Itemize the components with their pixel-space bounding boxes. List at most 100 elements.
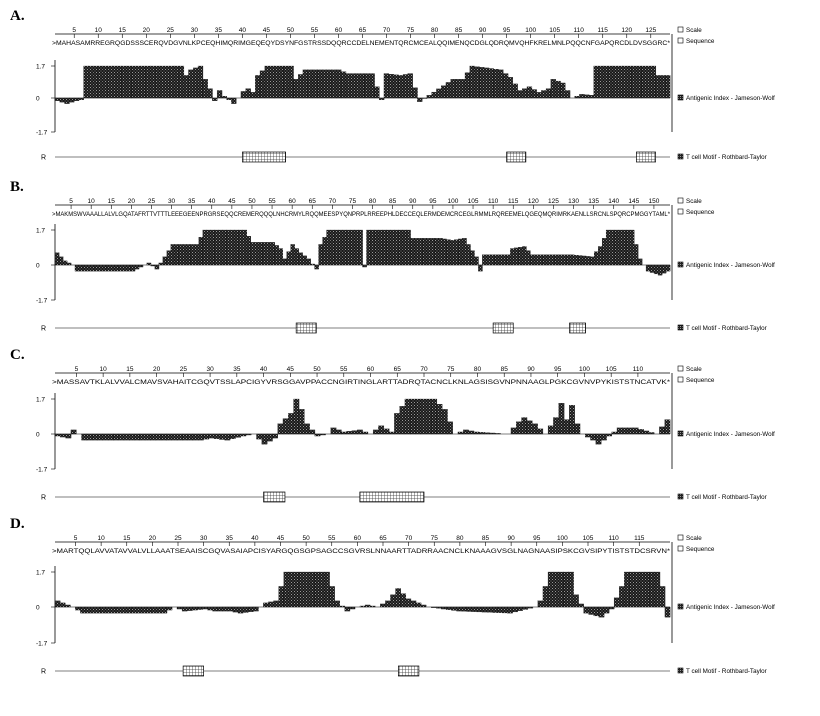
antigenic-bar: [502, 254, 507, 266]
antigenic-bar: [278, 65, 285, 99]
antigenic-bar: [218, 229, 224, 266]
legend-scale-swatch: [677, 365, 684, 372]
antigenic-bar: [431, 91, 437, 99]
x-tick-label: 20: [143, 27, 151, 34]
antigenic-bar: [171, 433, 178, 441]
x-tick-label: 90: [409, 198, 417, 205]
x-tick-label: 5: [69, 198, 73, 205]
antigenic-bar: [468, 430, 475, 435]
antigenic-bar: [59, 602, 66, 608]
antigenic-bar: [253, 606, 259, 612]
antigenic-bar: [488, 68, 494, 99]
antigenic-bar: [310, 263, 315, 266]
x-tick-label: 80: [369, 198, 377, 205]
x-tick-label: 55: [311, 27, 319, 34]
antigenic-bar: [273, 600, 279, 608]
antigenic-bar: [102, 264, 108, 272]
tcell-track-label: R: [41, 326, 46, 333]
antigenic-bar: [293, 79, 299, 99]
antigenic-bar: [526, 86, 533, 99]
antigenic-bar: [436, 606, 442, 609]
legend-sequence-swatch: [677, 37, 684, 44]
panel-label: A.: [10, 8, 25, 24]
x-tick-label: 105: [606, 366, 617, 373]
antigenic-bar: [517, 606, 523, 611]
antigenic-bar: [593, 251, 599, 266]
antigenic-bar: [641, 65, 647, 99]
antigenic-bar: [450, 240, 455, 266]
antigenic-bar: [494, 254, 499, 266]
antigenic-bar: [584, 94, 590, 99]
antigenic-bar: [207, 88, 213, 99]
y-tick-label: 1.7: [36, 397, 45, 404]
antigenic-bar: [288, 571, 295, 608]
antigenic-bar: [629, 229, 635, 266]
antigenic-bar: [564, 90, 571, 99]
y-tick-label: 0: [36, 605, 40, 612]
antigenic-bar: [420, 398, 427, 435]
antigenic-bar: [489, 432, 496, 435]
antigenic-bar: [665, 264, 671, 272]
antigenic-bar: [388, 74, 394, 99]
x-tick-label: 50: [303, 535, 311, 542]
antigenic-bar: [598, 606, 605, 618]
x-tick-label: 40: [251, 535, 259, 542]
antigenic-bar: [178, 65, 185, 99]
y-tick-label: 1.7: [36, 228, 45, 235]
antigenic-bar: [378, 425, 385, 435]
x-tick-label: 100: [579, 366, 590, 373]
x-tick-label: 25: [148, 198, 156, 205]
antigenic-bar: [88, 65, 94, 99]
antigenic-bar: [286, 251, 291, 266]
antigenic-bar: [420, 604, 427, 608]
antigenic-bar: [248, 606, 254, 612]
antigenic-bar: [307, 69, 313, 99]
antigenic-bar: [166, 606, 173, 611]
antigenic-bar: [426, 95, 432, 99]
antigenic-bar: [586, 256, 591, 266]
antigenic-bar: [404, 398, 411, 435]
antigenic-bar: [598, 65, 604, 99]
antigenic-bar: [378, 229, 383, 266]
x-tick-label: 120: [621, 27, 632, 34]
antigenic-bar: [507, 77, 514, 99]
antigenic-bar: [188, 69, 194, 99]
x-tick-label: 110: [574, 27, 585, 34]
antigenic-bar: [160, 433, 167, 441]
x-tick-label: 30: [206, 366, 214, 373]
antigenic-bar: [466, 244, 471, 266]
antigenic-bar: [442, 238, 447, 266]
antigenic-bar: [66, 262, 72, 266]
antigenic-bar: [54, 600, 61, 608]
antigenic-bar: [122, 264, 128, 272]
x-tick-label: 30: [191, 27, 199, 34]
antigenic-bar: [359, 73, 366, 99]
antigenic-bar: [264, 65, 270, 99]
antigenic-bar: [202, 229, 208, 266]
antigenic-bar: [491, 606, 498, 613]
antigenic-bar: [665, 75, 671, 99]
antigenic-bar: [486, 606, 493, 613]
antigenic-bar: [446, 239, 451, 266]
x-tick-label: 20: [153, 366, 161, 373]
antigenic-bar: [400, 593, 407, 608]
antigenic-bar: [78, 264, 84, 272]
tcell-motif-box: [359, 491, 425, 503]
antigenic-bar: [345, 73, 351, 99]
x-tick-label: 45: [287, 366, 295, 373]
antigenic-bar: [116, 65, 123, 99]
antigenic-bar: [344, 606, 351, 612]
antigenic-bar: [312, 69, 318, 99]
antigenic-bar: [113, 433, 119, 441]
x-tick-label: 75: [447, 366, 455, 373]
legend-tcell-label: T cell Motif - Rothbard-Taylor: [686, 154, 767, 161]
antigenic-bar: [497, 606, 503, 613]
antigenic-bar: [121, 65, 127, 99]
antigenic-bar: [554, 254, 559, 266]
antigenic-bar: [112, 65, 118, 99]
antigenic-bar: [224, 433, 231, 441]
antigenic-bar: [329, 586, 335, 608]
antigenic-bar: [250, 92, 256, 99]
legend-tcell-label: T cell Motif - Rothbard-Taylor: [686, 325, 767, 332]
